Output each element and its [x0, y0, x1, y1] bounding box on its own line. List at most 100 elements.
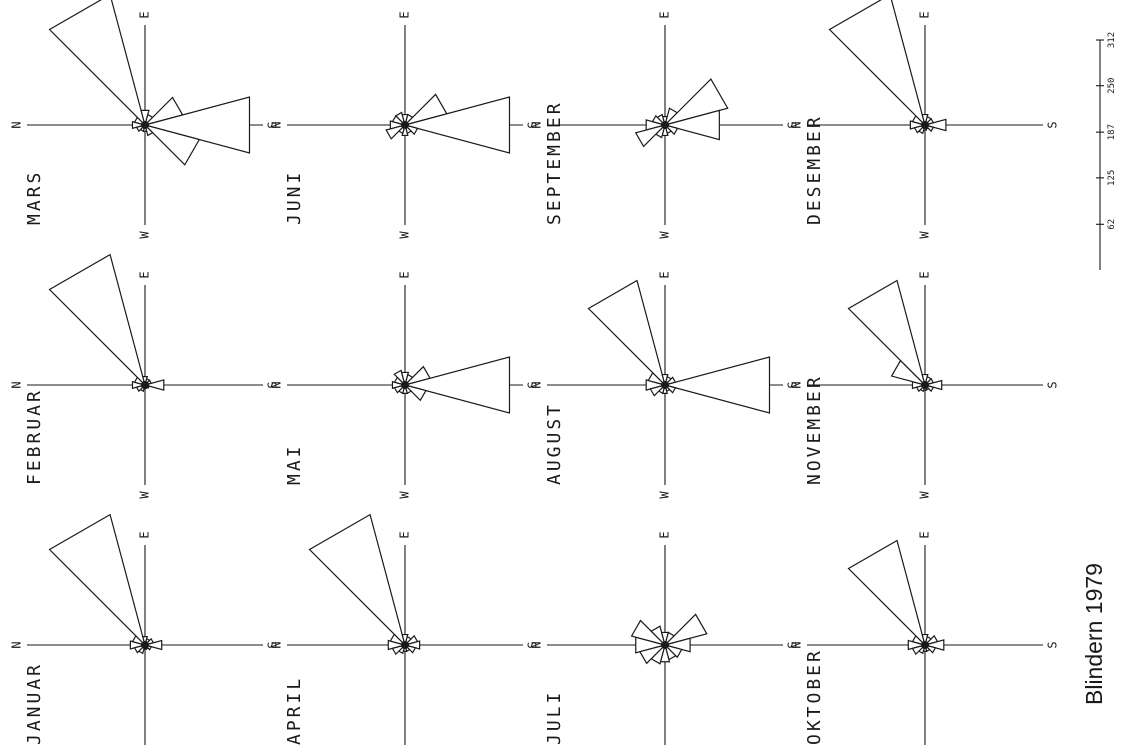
rose-center [401, 641, 409, 649]
label-east: E [658, 11, 672, 18]
label-south: S [1046, 381, 1060, 388]
label-north: N [790, 641, 804, 648]
sector-august-330 [649, 383, 668, 397]
rose-center [401, 381, 409, 389]
label-south: S [526, 641, 540, 648]
rose-center [661, 381, 669, 389]
wind-rose-mars: N S E W MARS [10, 0, 280, 239]
label-south: S [786, 121, 800, 128]
wind-rose-grid: NSEWJANUARNSEWFEBRUARNSEWMARSNSEWAPRILNS… [10, 0, 1060, 745]
month-label-mars: MARS [24, 170, 45, 225]
month-label-november: NOVEMBER [804, 374, 825, 485]
sector-august-60 [587, 279, 667, 388]
wind-rose-mai: N S E W MAI [270, 271, 540, 498]
sector-desember-180 [922, 118, 947, 132]
wind-rose-juni: N S E W JUNI [270, 11, 540, 238]
sector-januar-180 [142, 639, 163, 651]
label-north: N [270, 641, 284, 648]
label-south: S [1046, 121, 1060, 128]
label-south: S [1046, 641, 1060, 648]
rose-center [921, 121, 929, 129]
label-east: E [138, 271, 152, 278]
scale-tick-label: 250 [1107, 78, 1117, 94]
label-west: W [658, 491, 672, 499]
sector-mai-210 [402, 383, 427, 402]
label-west: W [918, 231, 932, 239]
label-north: N [10, 121, 24, 128]
label-north: N [790, 381, 804, 388]
wind-rose-desember: N S E W DESEMBER [790, 0, 1060, 239]
rose-center [141, 381, 149, 389]
label-east: E [138, 531, 152, 538]
sector-mars-180 [142, 96, 251, 154]
label-north: N [530, 641, 544, 648]
label-north: N [270, 381, 284, 388]
scale-tick-label: 125 [1107, 170, 1117, 186]
month-label-februar: FEBRUAR [24, 388, 45, 485]
label-east: E [918, 11, 932, 18]
sector-februar-60 [48, 253, 147, 388]
label-south: S [266, 641, 280, 648]
label-west: W [138, 491, 152, 499]
label-east: E [658, 531, 672, 538]
label-west: W [918, 491, 932, 499]
wind-rose-august: N S E W AUGUST [530, 271, 800, 498]
label-north: N [10, 381, 24, 388]
sector-januar-60 [48, 513, 147, 648]
rose-center [141, 641, 149, 649]
sector-juni-330 [385, 123, 408, 140]
rose-center [921, 641, 929, 649]
sector-desember-60 [828, 0, 927, 128]
label-north: N [10, 641, 24, 648]
scale-tick-label: 187 [1107, 124, 1117, 140]
scale-tick-label: 312 [1107, 32, 1117, 48]
label-west: W [138, 231, 152, 239]
label-south: S [266, 121, 280, 128]
wind-rose-oktober: NSEWOKTOBER [790, 531, 1060, 745]
wind-rose-april: NSEWAPRIL [270, 513, 540, 745]
sector-september-330 [634, 123, 668, 148]
label-south: S [266, 381, 280, 388]
month-label-august: AUGUST [544, 402, 565, 485]
sector-oktober-60 [847, 539, 927, 648]
wind-rose-januar: NSEWJANUAR [10, 513, 280, 745]
month-label-april: APRIL [284, 676, 305, 745]
label-west: W [398, 491, 412, 499]
month-label-juni: JUNI [284, 170, 305, 225]
month-label-oktober: OKTOBER [804, 648, 825, 745]
sector-april-60 [308, 513, 407, 648]
label-north: N [530, 121, 544, 128]
month-label-januar: JANUAR [24, 662, 45, 745]
sector-august-180 [662, 356, 771, 414]
label-east: E [918, 271, 932, 278]
label-east: E [918, 531, 932, 538]
rose-center [661, 121, 669, 129]
label-west: W [398, 231, 412, 239]
sector-mai-180 [402, 356, 511, 414]
month-label-desember: DESEMBER [804, 114, 825, 225]
rose-center [141, 121, 149, 129]
label-south: S [526, 381, 540, 388]
chart-title: Blindern 1979 [1081, 563, 1107, 705]
label-west: W [658, 231, 672, 239]
sector-mars-60 [48, 0, 147, 128]
wind-rose-september: N S E W SEPTEMBER [530, 11, 800, 238]
rose-center [661, 641, 669, 649]
month-label-mai: MAI [284, 443, 305, 485]
label-south: S [786, 641, 800, 648]
month-label-juli: JULI [544, 690, 565, 745]
sector-juni-180 [402, 96, 511, 154]
wind-rose-november: N S E W NOVEMBER [790, 271, 1060, 498]
label-east: E [138, 11, 152, 18]
label-north: N [530, 381, 544, 388]
sector-mars-210 [142, 123, 201, 166]
label-north: N [790, 121, 804, 128]
label-east: E [398, 531, 412, 538]
label-south: S [786, 381, 800, 388]
scale-bar: 62 125 187 250 312 [1096, 32, 1117, 270]
label-east: E [658, 271, 672, 278]
sector-juli-330 [639, 643, 668, 665]
month-label-september: SEPTEMBER [544, 100, 565, 225]
